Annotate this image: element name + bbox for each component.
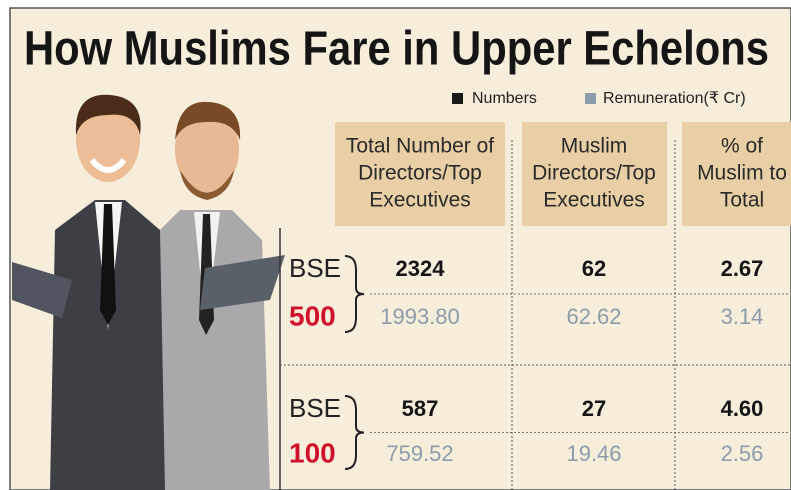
header-text: Muslim <box>561 135 628 158</box>
header-text: Executives <box>543 189 645 212</box>
header-box <box>682 122 791 226</box>
legend-label: Numbers <box>472 90 537 107</box>
legend-swatch <box>585 93 596 104</box>
exchange-label: BSE <box>289 393 341 423</box>
number-cell: 2324 <box>396 256 446 281</box>
header-text: Directors/Top <box>532 162 656 185</box>
number-cell: 4.60 <box>721 396 764 421</box>
header-text: Directors/Top <box>358 162 482 185</box>
remuneration-cell: 2.56 <box>721 441 764 466</box>
legend-label: Remuneration(₹ Cr) <box>603 90 746 107</box>
number-cell: 2.67 <box>721 256 764 281</box>
header-text: Muslim to <box>697 162 787 185</box>
remuneration-cell: 759.52 <box>386 441 453 466</box>
index-label: 100 <box>289 437 336 468</box>
exchange-label: BSE <box>289 253 341 283</box>
header-box <box>335 122 505 226</box>
header-box <box>522 122 667 226</box>
header-text: Total <box>720 189 764 212</box>
header-text: % of <box>721 135 763 158</box>
number-cell: 587 <box>402 396 439 421</box>
header-text: Executives <box>369 189 471 212</box>
legend-swatch <box>452 93 463 104</box>
title: How Muslims Fare in Upper Echelons <box>24 23 769 76</box>
brace <box>344 395 365 470</box>
index-label: 500 <box>289 300 336 331</box>
remuneration-cell: 19.46 <box>566 441 621 466</box>
number-cell: 27 <box>582 396 606 421</box>
remuneration-cell: 1993.80 <box>380 304 460 329</box>
remuneration-cell: 3.14 <box>721 304 764 329</box>
header-text: Total Number of <box>346 135 494 158</box>
number-cell: 62 <box>582 256 606 281</box>
remuneration-cell: 62.62 <box>566 304 621 329</box>
brace <box>344 255 365 333</box>
illustration <box>12 94 285 490</box>
